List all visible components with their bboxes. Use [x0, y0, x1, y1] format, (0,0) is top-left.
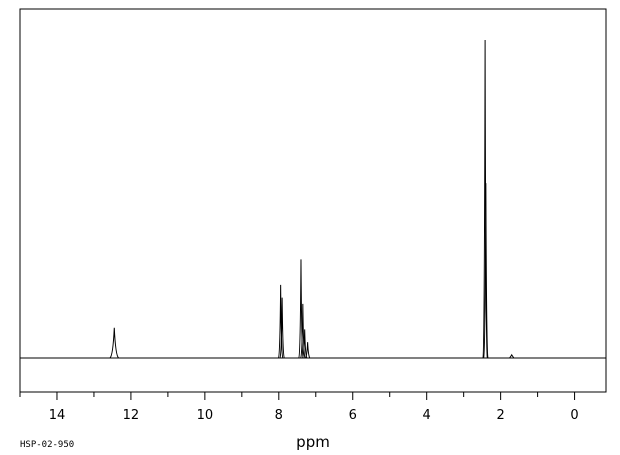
x-axis-tick-label: 8 — [275, 408, 283, 423]
x-axis-tick-label: 4 — [423, 408, 431, 423]
spectrum-peak — [300, 303, 306, 359]
x-axis-tick-label: 14 — [49, 408, 66, 423]
spectrum-peak — [109, 327, 120, 359]
spectrum-peak — [279, 297, 285, 359]
x-axis: 14 12 10 8 6 4 2 0 — [19, 392, 579, 423]
spectrum-peak — [277, 284, 284, 359]
x-axis-tick-label: 0 — [570, 408, 578, 423]
spectrum-peak — [482, 39, 488, 359]
spectrum-peak — [509, 353, 515, 359]
x-axis-title: ppm — [296, 433, 330, 451]
spectrum-peak — [305, 342, 311, 359]
plot-marks — [20, 39, 606, 359]
x-axis-tick-label: 10 — [197, 408, 214, 423]
x-axis-tick-label: 12 — [123, 408, 140, 423]
x-axis-tick-label: 2 — [496, 408, 504, 423]
x-axis-tick-label: 6 — [349, 408, 357, 423]
spectrum-code-label: HSP-02-950 — [20, 440, 74, 450]
plot-frame — [19, 8, 607, 393]
spectrum-peak — [298, 259, 304, 359]
spectrum-peak — [483, 183, 489, 359]
